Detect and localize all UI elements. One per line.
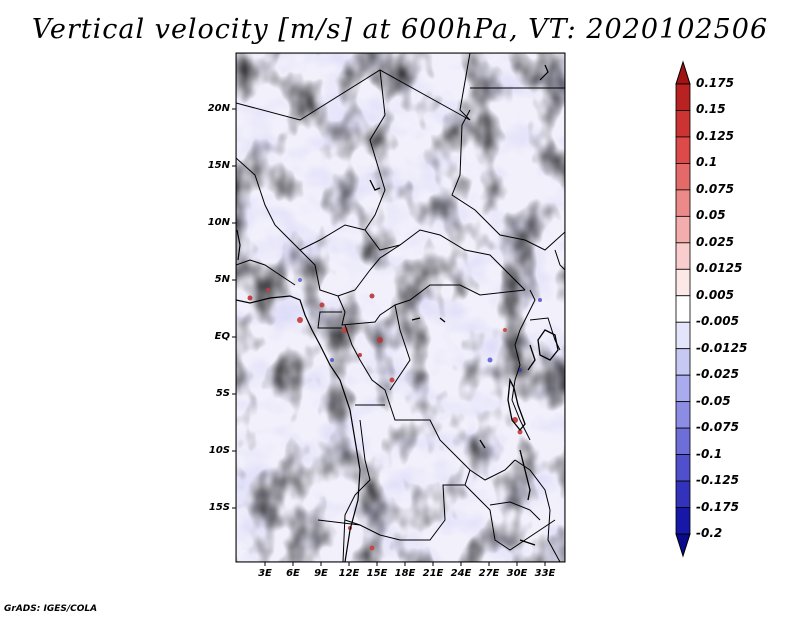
colorbar-segment <box>675 83 691 111</box>
colorbar-label: -0.175 <box>696 499 739 514</box>
colorbar-segment <box>675 454 691 482</box>
colorbar-segment <box>675 348 691 376</box>
longitude-ticks <box>264 562 546 566</box>
colorbar-label: 0.075 <box>696 181 734 196</box>
colorbar-label: 0.1 <box>696 155 718 170</box>
colorbar-segment <box>675 163 691 191</box>
lon-label-12e: 12E <box>338 568 360 579</box>
lat-label-20n: 20N <box>207 103 230 114</box>
lon-label-24e: 24E <box>450 568 472 579</box>
lon-label-21e: 21E <box>422 568 444 579</box>
colorbar <box>675 60 691 558</box>
lon-label-33e: 33E <box>534 568 556 579</box>
lakes <box>369 179 559 546</box>
lat-label-10s: 10S <box>208 445 230 456</box>
colorbar-segment <box>675 321 691 350</box>
lon-label-15e: 15E <box>366 568 388 579</box>
colorbar-label: -0.075 <box>696 420 739 435</box>
lon-label-27e: 27E <box>478 568 500 579</box>
lat-label-5n: 5N <box>214 274 230 285</box>
lon-label-9e: 9E <box>314 568 328 579</box>
latitude-ticks <box>232 108 236 509</box>
colorbar-segment <box>675 136 691 164</box>
grads-credit: GrADS: IGES/COLA <box>4 604 98 614</box>
lat-label-15n: 15N <box>207 160 230 171</box>
colorbar-bottom-arrow <box>675 533 691 558</box>
colorbar-label: -0.2 <box>696 526 723 540</box>
colorbar-label: 0.125 <box>696 128 734 143</box>
colorbar-segment <box>675 242 691 270</box>
colorbar-segment <box>675 401 691 429</box>
colorbar-segment <box>675 507 691 535</box>
lat-label-eq: EQ <box>214 331 230 342</box>
map-title: Vertical velocity [m/s] at 600hPa, VT: 2… <box>31 14 769 45</box>
lat-label-5s: 5S <box>215 388 230 399</box>
colorbar-segment <box>675 189 691 217</box>
country-borders <box>236 53 565 562</box>
colorbar-segment <box>675 215 691 244</box>
colorbar-segment <box>675 110 691 138</box>
coastline <box>236 64 549 562</box>
colorbar-segment <box>675 374 691 403</box>
lon-label-18e: 18E <box>394 568 416 579</box>
colorbar-label: 0.175 <box>696 76 734 90</box>
colorbar-label: 0.005 <box>696 287 734 302</box>
colorbar-segment <box>675 268 691 297</box>
colorbar-label: -0.125 <box>696 473 739 488</box>
colorbar-segment <box>675 427 691 455</box>
map-frame <box>235 52 566 563</box>
velocity-field <box>236 53 565 562</box>
colorbar-label: -0.05 <box>696 393 731 408</box>
lat-label-10n: 10N <box>207 217 230 228</box>
colorbar-label: -0.0125 <box>696 340 748 355</box>
lat-label-15s: 15S <box>208 502 230 513</box>
colorbar-label: 0.025 <box>696 234 734 249</box>
colorbar-label: 0.15 <box>696 102 726 117</box>
lon-label-3e: 3E <box>258 568 272 579</box>
colorbar-top-arrow <box>675 60 691 85</box>
colorbar-segment <box>675 480 691 508</box>
colorbar-segment <box>675 295 691 323</box>
colorbar-label: 0.0125 <box>696 261 743 276</box>
colorbar-label: -0.005 <box>696 314 739 329</box>
colorbar-label: -0.1 <box>696 446 723 461</box>
colorbar-label: 0.05 <box>696 208 726 223</box>
lon-label-30e: 30E <box>506 568 528 579</box>
lon-label-6e: 6E <box>286 568 300 579</box>
colorbar-label: -0.025 <box>696 367 739 382</box>
